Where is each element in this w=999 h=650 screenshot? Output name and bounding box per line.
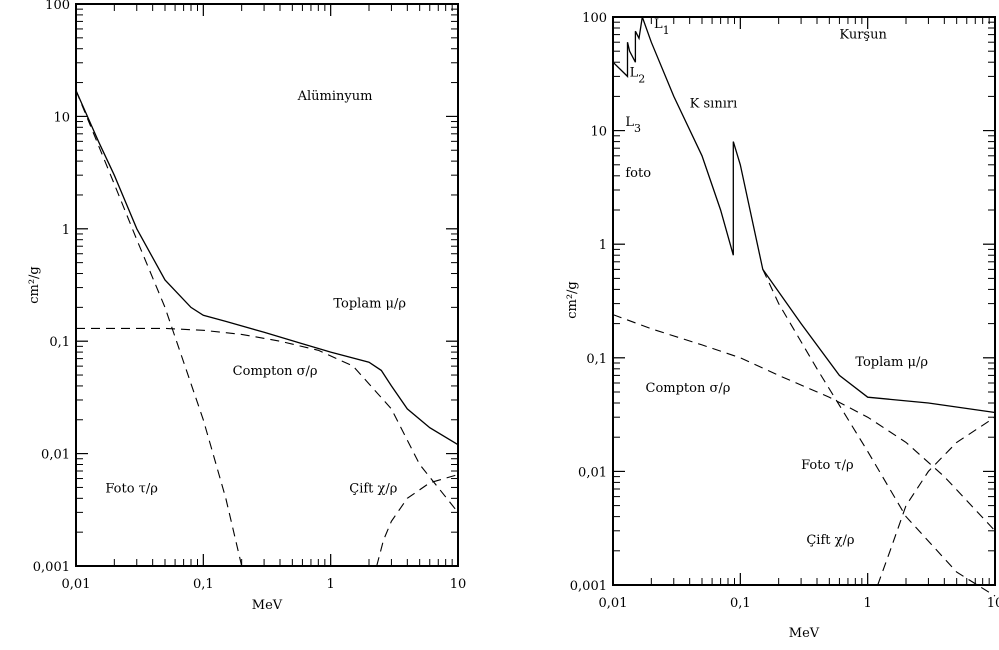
lead-x-tick-label: 10 (987, 596, 999, 611)
aluminum-series-line-1 (76, 327, 459, 513)
lead-x-tick-label: 0,01 (599, 596, 628, 611)
lead-y-tick-labels: 0,001 0,01 0,1 1 10 100 (570, 11, 607, 594)
aluminum-y-tick-labels: 0,001 0,01 0,1 1 10 100 (33, 0, 70, 575)
aluminum-ticks (75, 3, 459, 567)
aluminum-y-tick-label: 0,01 (41, 448, 70, 463)
aluminum-y-tick-label: 1 (62, 223, 70, 238)
aluminum-x-tick-label: 0,01 (62, 577, 91, 592)
lead-series-line-2 (762, 269, 996, 597)
lead-annotation-subscript: 2 (638, 72, 645, 85)
aluminum-x-tick-labels: 0,01 0,1 1 10 (62, 577, 467, 592)
aluminum-y-tick-label: 0,001 (33, 560, 70, 575)
aluminum-series-line-3 (376, 474, 459, 567)
lead-y-axis-label: cm²/g (565, 281, 580, 319)
lead-annotation: L1 (654, 17, 670, 37)
lead-annotation: L3 (625, 115, 641, 135)
aluminum-annotation: Foto τ/ρ (105, 482, 158, 497)
lead-ticks (612, 16, 996, 586)
aluminum-annotations: Alüminyum Toplam μ/ρ Compton σ/ρ Foto τ/ρ Çi… (105, 89, 406, 497)
aluminum-y-tick-label: 100 (45, 0, 70, 13)
aluminum-annotation: Compton σ/ρ (233, 364, 318, 379)
lead-y-tick-label: 10 (590, 125, 607, 140)
lead-annotation: Foto τ/ρ (801, 458, 854, 473)
lead-x-tick-label: 1 (864, 596, 872, 611)
lead-annotation: Kurşun (839, 27, 887, 42)
aluminum-annotation: Toplam μ/ρ (333, 296, 406, 311)
lead-annotation: Çift χ/ρ (806, 533, 854, 548)
lead-y-tick-label: 100 (582, 11, 607, 26)
lead-x-tick-labels: 0,01 0,1 1 10 (599, 596, 999, 611)
aluminum-y-tick-label: 0,1 (49, 335, 70, 350)
aluminum-series-line-0 (75, 90, 459, 446)
aluminum-x-tick-label: 0,1 (193, 577, 214, 592)
lead-x-tick-label: 0,1 (730, 596, 751, 611)
lead-annotation-subscript: 1 (663, 24, 670, 37)
aluminum-chart: 0,001 0,01 0,1 1 10 100 0,01 0,1 1 10 Alüminyum T… (27, 0, 466, 613)
lead-annotation: Compton σ/ρ (646, 381, 731, 396)
aluminum-annotation: Çift χ/ρ (349, 482, 397, 497)
aluminum-plot-frame (75, 3, 459, 567)
lead-chart: 0,001 0,01 0,1 1 10 100 0,01 0,1 1 10 Kurşun L1 L2… (565, 11, 999, 641)
lead-annotations: Kurşun L1 L2 L3 K sınırı foto Toplam μ/ρ Compto… (625, 17, 928, 548)
lead-annotation: Toplam μ/ρ (855, 355, 928, 370)
lead-y-tick-label: 0,001 (570, 579, 607, 594)
lead-y-tick-label: 0,1 (586, 352, 607, 367)
lead-x-axis-label: MeV (789, 626, 820, 641)
lead-series (612, 16, 996, 597)
lead-series-line-1 (612, 314, 996, 532)
aluminum-x-axis-label: MeV (252, 598, 283, 613)
aluminum-x-tick-label: 1 (327, 577, 335, 592)
lead-series-line-0 (612, 16, 996, 414)
lead-annotation-subscript: 3 (634, 122, 641, 135)
aluminum-annotation: Alüminyum (297, 89, 373, 104)
lead-series-line-3 (877, 416, 996, 586)
aluminum-series (75, 90, 459, 567)
lead-y-tick-label: 0,01 (578, 465, 607, 480)
lead-annotation: L2 (630, 65, 646, 85)
aluminum-x-tick-label: 10 (450, 577, 467, 592)
aluminum-y-tick-label: 10 (53, 110, 70, 125)
lead-annotation: K sınırı (690, 96, 738, 111)
lead-y-tick-label: 1 (599, 238, 607, 253)
lead-plot-frame (612, 16, 996, 586)
lead-annotation: foto (625, 166, 651, 181)
aluminum-y-axis-label: cm²/g (27, 266, 42, 304)
